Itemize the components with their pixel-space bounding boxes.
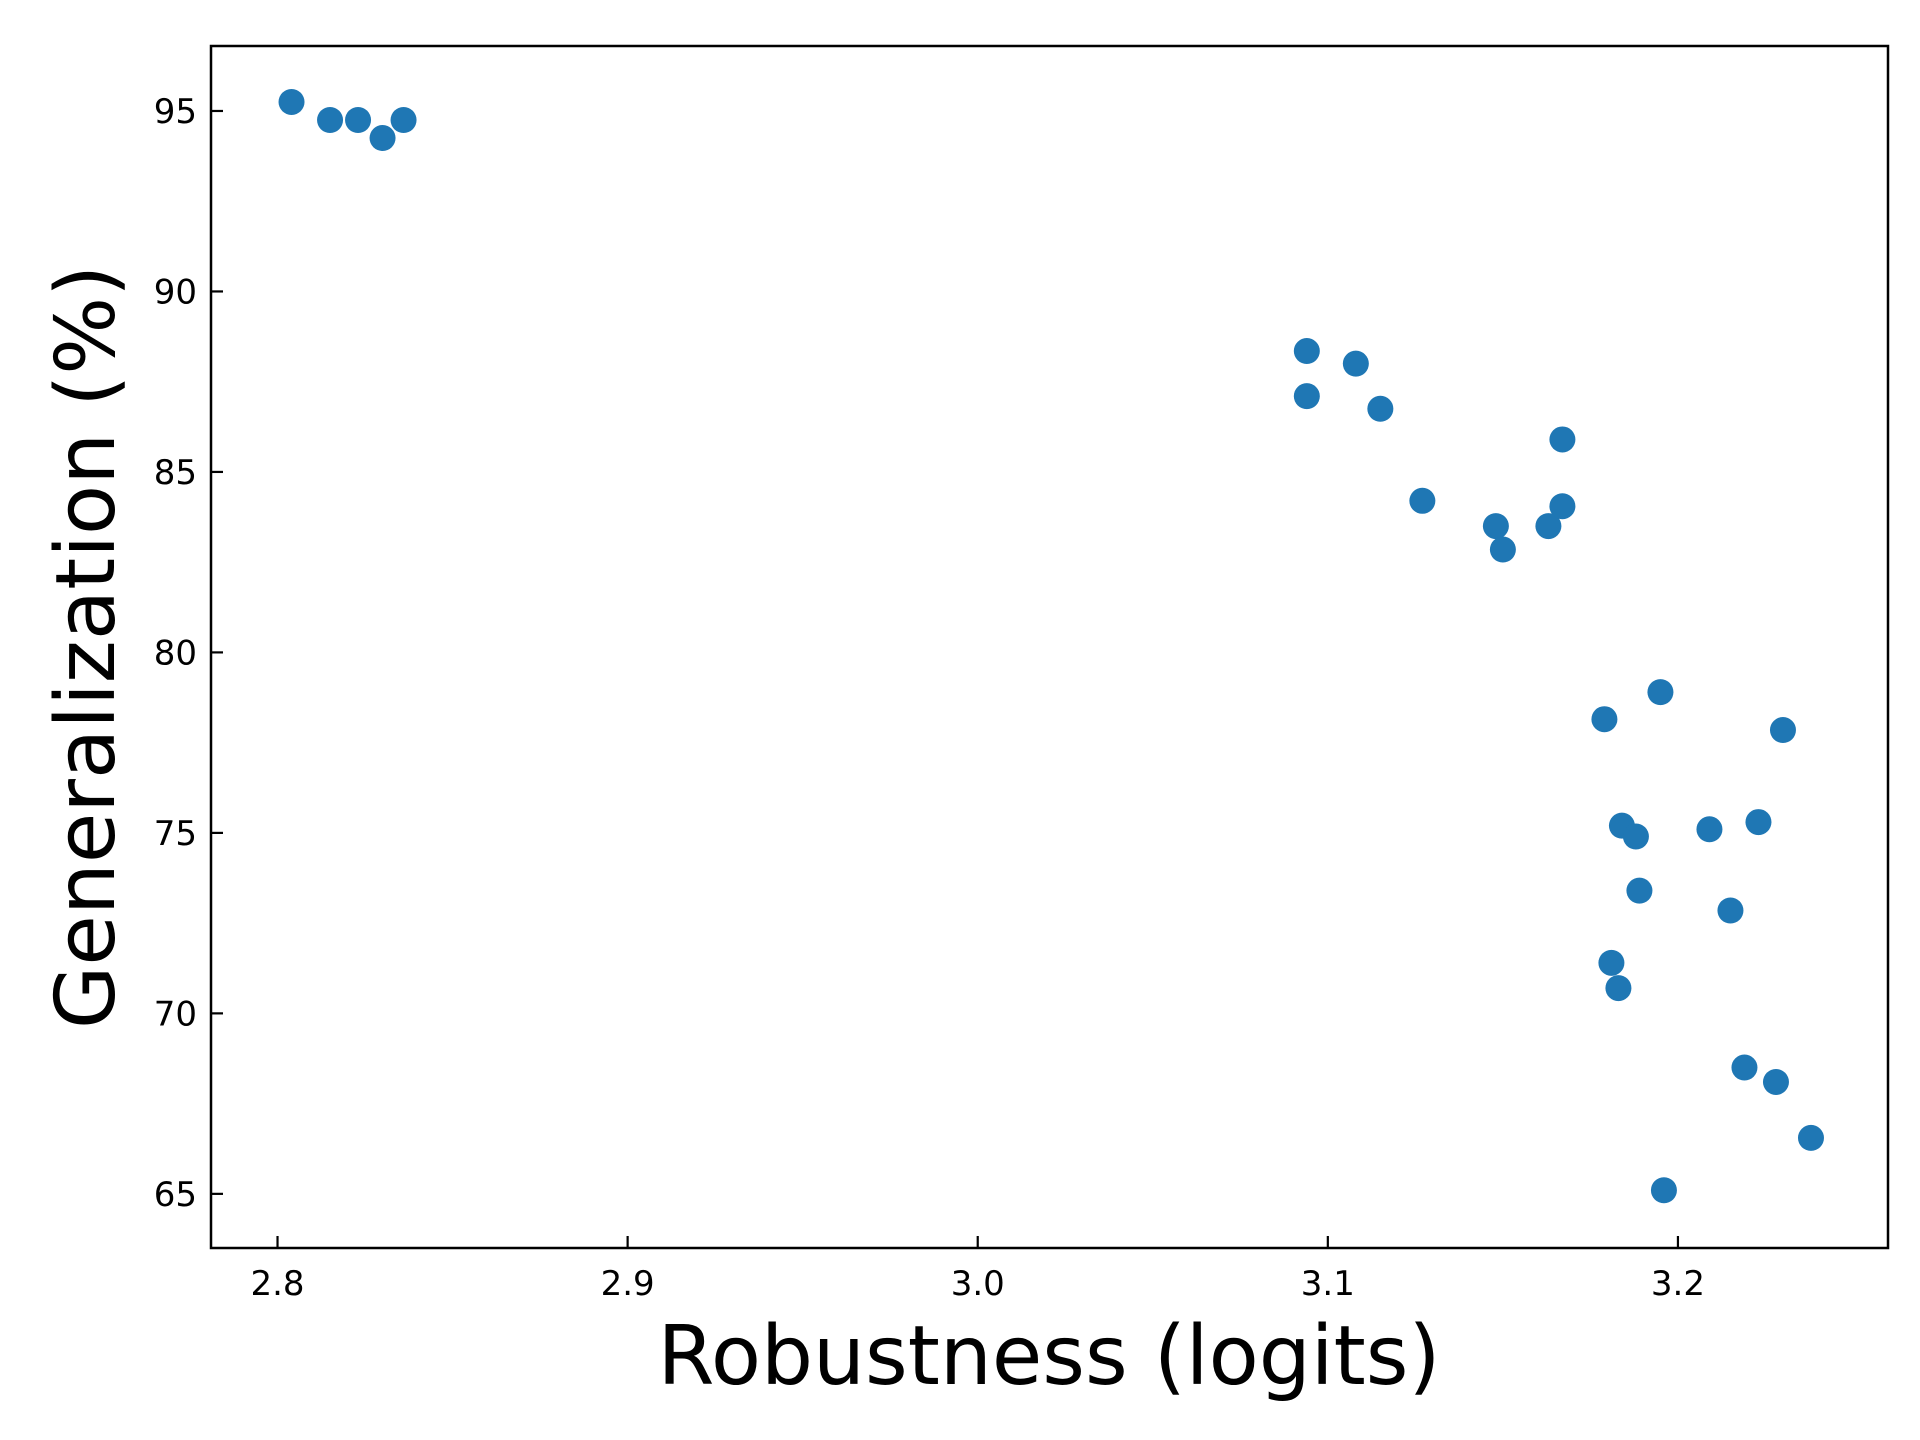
scatter-point	[1696, 816, 1723, 843]
scatter-point	[1342, 350, 1369, 377]
scatter-point	[1626, 877, 1653, 904]
x-tick-label: 2.8	[250, 1264, 304, 1304]
y-tick-label: 80	[154, 633, 197, 673]
y-tick-label: 85	[154, 453, 197, 493]
scatter-point	[1605, 975, 1632, 1002]
x-tick-label: 3.0	[951, 1264, 1005, 1304]
scatter-point	[1731, 1054, 1758, 1081]
x-axis-ticks: 2.8 2.9 3.0 3.1 3.2	[250, 1236, 1705, 1304]
plot-background	[211, 46, 1888, 1248]
scatter-point	[1489, 536, 1516, 563]
scatter-point	[1762, 1068, 1789, 1095]
plot-frame	[209, 44, 1890, 1250]
scatter-point	[317, 106, 344, 133]
y-tick-label: 95	[154, 92, 197, 132]
scatter-point	[1549, 493, 1576, 520]
x-axis-label: Robustness (logits)	[658, 1309, 1441, 1404]
x-tick-label: 3.1	[1301, 1264, 1355, 1304]
data-points	[278, 88, 1824, 1204]
scatter-point	[1549, 426, 1576, 453]
scatter-point	[1745, 809, 1772, 836]
scatter-point	[1367, 395, 1394, 422]
scatter-point	[390, 106, 417, 133]
scatter-point	[278, 88, 305, 115]
scatter-point	[1797, 1124, 1824, 1151]
y-tick-label: 70	[154, 994, 197, 1034]
scatter-point	[1622, 823, 1649, 850]
scatter-point	[1409, 487, 1436, 514]
scatter-point	[1293, 338, 1320, 365]
scatter-point	[1293, 383, 1320, 410]
scatter-point	[369, 125, 396, 152]
scatter-point	[1591, 706, 1618, 733]
x-tick-label: 3.2	[1651, 1264, 1705, 1304]
y-tick-label: 75	[154, 814, 197, 854]
scatter-point	[1598, 949, 1625, 976]
scatter-point	[345, 106, 372, 133]
scatter-point	[1769, 717, 1796, 744]
x-tick-label: 2.9	[601, 1264, 655, 1304]
scatter-point	[1482, 513, 1509, 540]
y-tick-label: 65	[154, 1175, 197, 1215]
y-axis-label: Generalization (%)	[39, 265, 134, 1029]
scatter-point	[1535, 513, 1562, 540]
y-tick-label: 90	[154, 272, 197, 312]
scatter-point	[1647, 679, 1674, 706]
scatter-point	[1650, 1177, 1677, 1204]
scatter-point	[1717, 897, 1744, 924]
y-axis-ticks: 65 70 75 80 85 90 95	[154, 92, 223, 1215]
